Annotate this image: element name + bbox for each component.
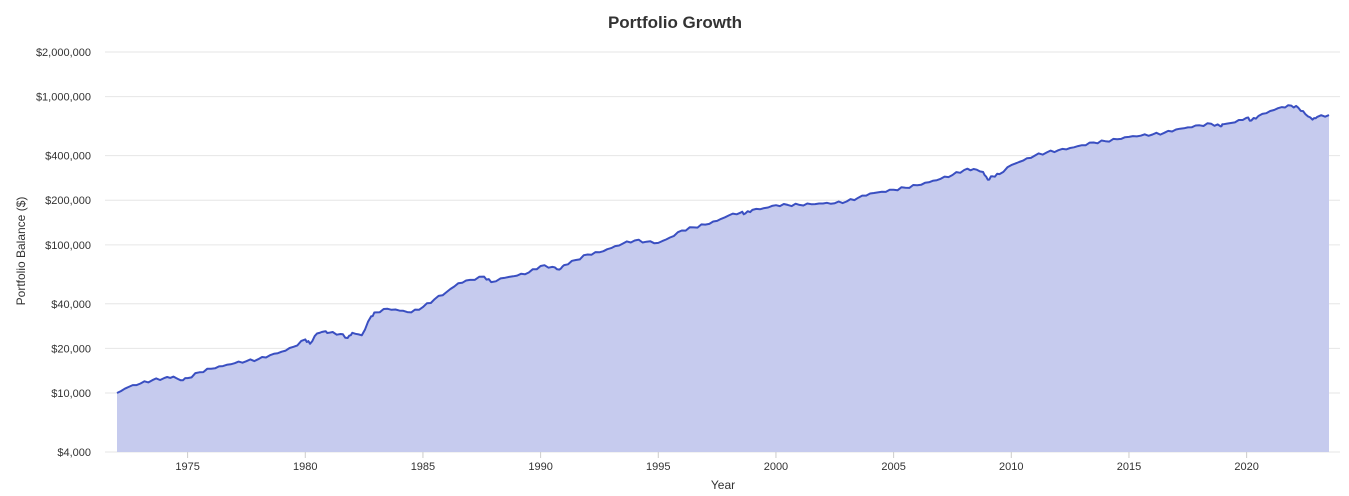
y-tick-label: $2,000,000 [36,47,91,59]
series-line [116,104,1330,394]
y-tick-label: $100,000 [45,240,91,252]
x-tick-label: 1995 [646,461,670,473]
x-tick-label: 2020 [1234,461,1258,473]
y-axis-label: Portfolio Balance ($) [14,197,28,306]
x-axis-label: Year [711,478,735,492]
y-tick-label: $40,000 [51,299,91,311]
x-tick-label: 2010 [999,461,1023,473]
x-tick-label: 1985 [411,461,435,473]
chart-title: Portfolio Growth [608,13,742,32]
x-tick-label: 2015 [1117,461,1141,473]
y-tick-label: $400,000 [45,151,91,163]
y-tick-label: $20,000 [51,343,91,355]
y-tick-label: $200,000 [45,195,91,207]
x-tick-label: 1975 [175,461,199,473]
x-tick-label: 2000 [764,461,788,473]
x-axis-ticks: 1975 1980 1985 1990 1995 2000 2005 2010 2015 2020 [175,452,1259,473]
x-tick-label: 2005 [881,461,905,473]
y-tick-label: $4,000 [57,447,91,459]
y-tick-label: $1,000,000 [36,92,91,104]
x-tick-label: 1980 [293,461,317,473]
area-fill [117,105,1329,452]
y-axis-ticks: $4,000 $10,000 $20,000 $40,000 $100,000 $200,… [36,47,91,459]
y-tick-label: $10,000 [51,388,91,400]
x-tick-label: 1990 [528,461,552,473]
